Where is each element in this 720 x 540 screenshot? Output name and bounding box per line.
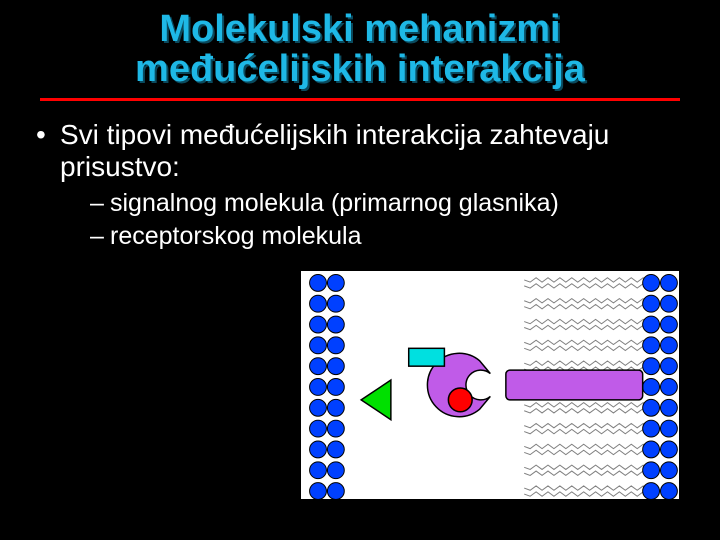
bullet-level2: signalnog molekula (primarnog glasnika) (0, 187, 720, 220)
title-underline (40, 98, 680, 101)
bullet-level1: Svi tipovi međućelijskih interakcija zah… (0, 111, 720, 187)
membrane-diagram (300, 270, 680, 500)
slide-title: Molekulski mehanizmi međućelijskih inter… (0, 0, 720, 96)
bullet-level2: receptorskog molekula (0, 220, 720, 253)
